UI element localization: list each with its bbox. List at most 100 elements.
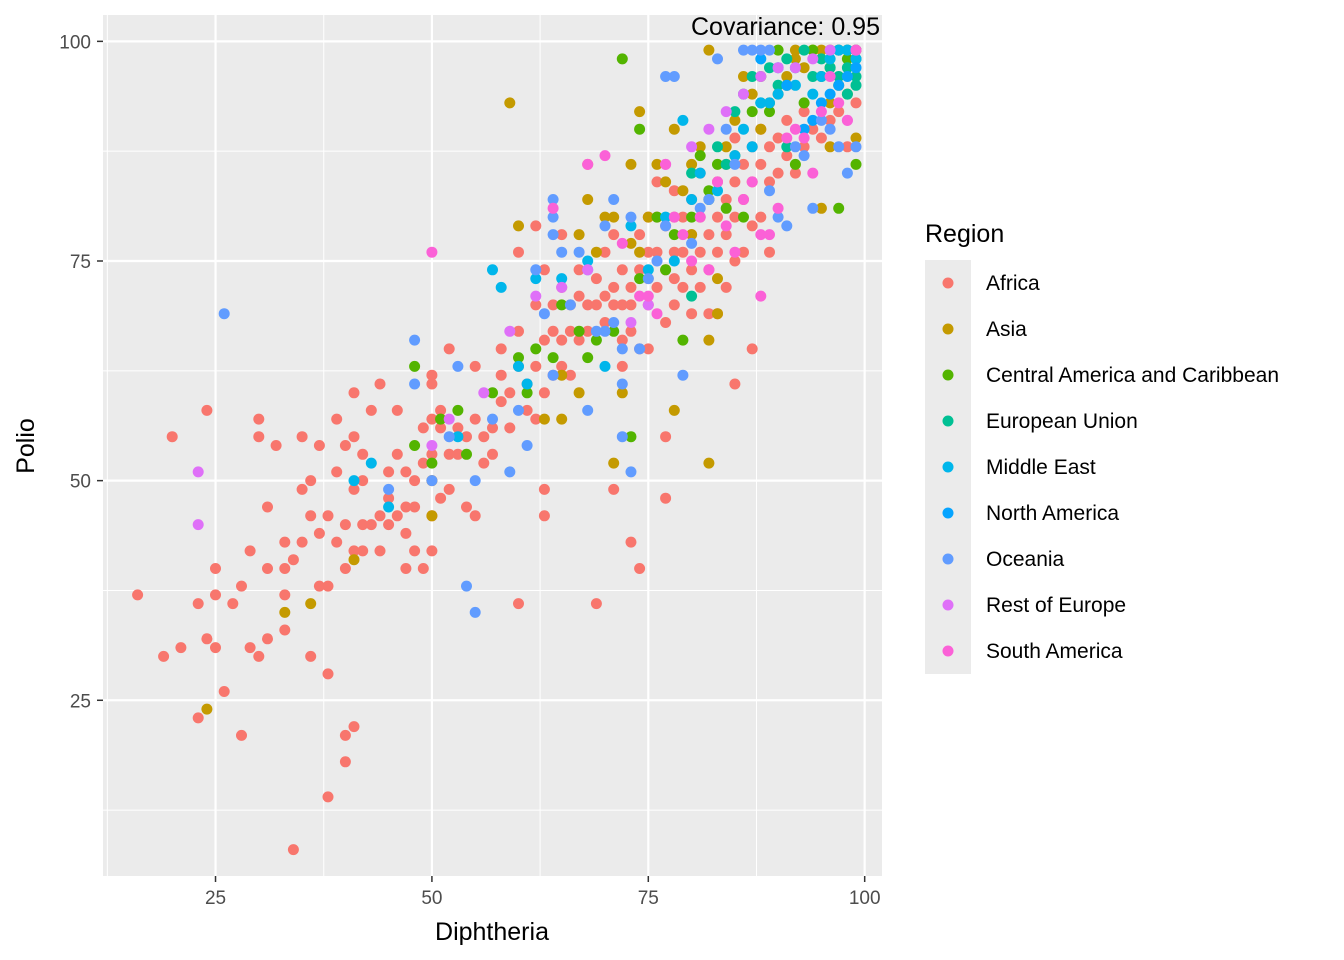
data-point [538,334,550,346]
data-point [400,563,412,574]
data-point [616,264,628,276]
data-point [279,563,291,574]
data-point [815,44,827,56]
data-point [478,431,490,443]
data-point [608,211,620,223]
data-point [547,325,559,337]
data-point [452,404,464,416]
data-point [668,299,680,311]
data-point [712,308,723,320]
data-point [383,501,395,513]
data-point [677,281,689,293]
data-point [469,475,481,487]
data-point [409,475,421,487]
data-point [305,598,317,610]
data-point [746,88,758,100]
data-point [720,229,732,241]
data-point [192,598,204,610]
legend-key [942,277,954,289]
data-point [608,325,620,337]
data-point [417,457,429,469]
data-point [720,141,732,153]
data-point [461,448,472,460]
data-point [634,229,646,241]
y-tick-label: 100 [59,32,91,53]
legend-label: European Union [986,410,1138,433]
data-point [781,141,793,153]
legend-label: Oceania [986,548,1065,571]
data-point [789,123,801,135]
data-point [616,53,628,65]
data-point [443,448,455,460]
data-point [625,317,637,328]
data-point [694,150,706,162]
data-point [513,360,524,372]
data-point [409,545,421,557]
data-point [374,378,386,390]
data-point [729,255,741,267]
data-point [435,422,447,434]
data-point [660,211,672,223]
data-point [746,141,758,153]
data-point [677,229,689,241]
data-point [815,53,827,65]
data-point [322,791,334,803]
data-point [192,466,204,478]
data-point [530,273,542,285]
data-point [841,167,853,179]
data-point [772,44,784,56]
data-point [582,325,594,337]
data-point [530,299,542,311]
data-point [824,141,836,153]
data-point [686,308,698,320]
data-point [703,194,715,205]
covariance-annotation: Covariance: 0.95 [691,13,880,41]
data-point [798,132,810,144]
data-point [374,545,386,557]
data-point [746,106,758,118]
data-point [616,431,628,443]
data-point [331,466,343,478]
data-point [798,97,810,109]
data-point [720,106,732,118]
data-point [426,246,438,258]
data-point [720,123,732,135]
data-point [634,246,646,258]
data-point [781,114,793,126]
data-point [556,369,568,381]
data-point [833,106,845,118]
data-point [383,519,395,531]
data-point [668,211,680,223]
legend-key [942,369,954,381]
data-point [850,62,862,74]
data-point [538,413,550,425]
data-point [807,167,819,179]
data-point [634,563,646,574]
data-point [556,229,568,241]
data-point [694,246,706,258]
data-point [357,448,369,460]
data-point [495,396,507,408]
data-point [556,273,568,285]
data-point [582,158,594,170]
data-point [807,88,819,100]
data-point [729,106,741,118]
data-point [668,404,680,416]
data-point [331,536,343,548]
data-point [357,475,369,487]
data-point [426,475,438,487]
data-point [729,114,741,126]
data-point [729,132,741,144]
data-point [530,343,542,355]
data-point [253,413,265,425]
data-point [513,246,524,258]
data-point [686,290,698,302]
data-point [409,440,421,451]
data-point [573,290,585,302]
data-point [582,352,594,364]
data-point [305,650,317,662]
data-point [599,290,611,302]
data-point [668,185,680,197]
data-point [443,431,455,443]
data-point [651,281,663,293]
